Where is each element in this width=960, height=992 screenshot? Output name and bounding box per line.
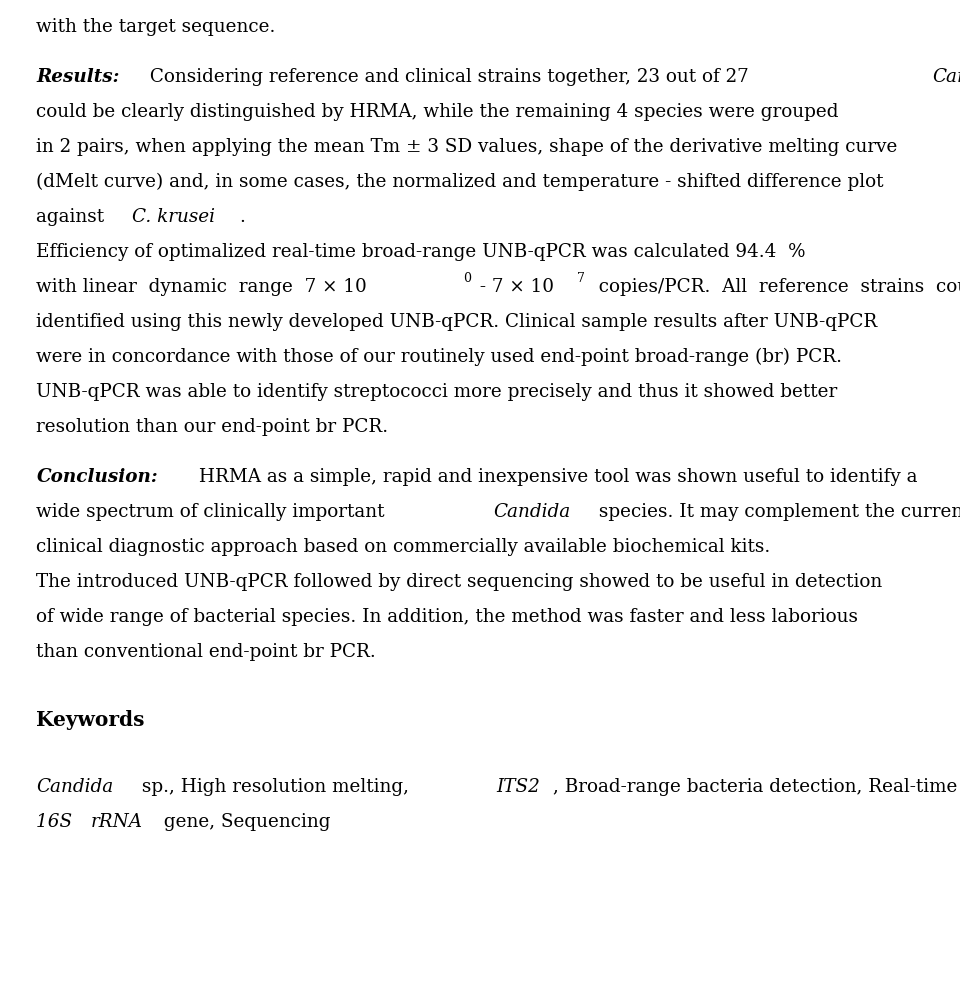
Text: Candida: Candida: [493, 503, 571, 521]
Text: Keywords: Keywords: [36, 710, 145, 730]
Text: UNB-qPCR was able to identify streptococci more precisely and thus it showed bet: UNB-qPCR was able to identify streptococ…: [36, 383, 838, 401]
Text: Candida: Candida: [36, 778, 113, 796]
Text: sp., High resolution melting,: sp., High resolution melting,: [136, 778, 415, 796]
Text: Conclusion:: Conclusion:: [36, 468, 158, 486]
Text: of wide range of bacterial species. In addition, the method was faster and less : of wide range of bacterial species. In a…: [36, 608, 858, 626]
Text: against: against: [36, 208, 110, 226]
Text: clinical diagnostic approach based on commercially available biochemical kits.: clinical diagnostic approach based on co…: [36, 538, 771, 556]
Text: Considering reference and clinical strains together, 23 out of 27: Considering reference and clinical strai…: [144, 68, 755, 86]
Text: species. It may complement the current: species. It may complement the current: [593, 503, 960, 521]
Text: - 7 × 10: - 7 × 10: [473, 278, 554, 296]
Text: HRMA as a simple, rapid and inexpensive tool was shown useful to identify a: HRMA as a simple, rapid and inexpensive …: [193, 468, 918, 486]
Text: 16S: 16S: [36, 813, 79, 831]
Text: C. krusei: C. krusei: [132, 208, 215, 226]
Text: resolution than our end-point br PCR.: resolution than our end-point br PCR.: [36, 418, 389, 436]
Text: Candida: Candida: [932, 68, 960, 86]
Text: , Broad-range bacteria detection, Real-time PCR,: , Broad-range bacteria detection, Real-t…: [553, 778, 960, 796]
Text: could be clearly distinguished by HRMA, while the remaining 4 species were group: could be clearly distinguished by HRMA, …: [36, 103, 839, 121]
Text: identified using this newly developed UNB-qPCR. Clinical sample results after UN: identified using this newly developed UN…: [36, 313, 877, 331]
Text: ITS2: ITS2: [496, 778, 540, 796]
Text: 7: 7: [577, 272, 585, 285]
Text: Results:: Results:: [36, 68, 120, 86]
Text: were in concordance with those of our routinely used end-point broad-range (br) : were in concordance with those of our ro…: [36, 348, 843, 366]
Text: copies/PCR.  All  reference  strains  could  be: copies/PCR. All reference strains could …: [587, 278, 960, 296]
Text: than conventional end-point br PCR.: than conventional end-point br PCR.: [36, 643, 376, 661]
Text: .: .: [239, 208, 245, 226]
Text: in 2 pairs, when applying the mean Tm ± 3 SD values, shape of the derivative mel: in 2 pairs, when applying the mean Tm ± …: [36, 138, 898, 156]
Text: (dMelt curve) and, in some cases, the normalized and temperature - shifted diffe: (dMelt curve) and, in some cases, the no…: [36, 173, 884, 191]
Text: rRNA: rRNA: [90, 813, 143, 831]
Text: with the target sequence.: with the target sequence.: [36, 18, 276, 36]
Text: 0: 0: [464, 272, 471, 285]
Text: Efficiency of optimalized real-time broad-range UNB-qPCR was calculated 94.4  %: Efficiency of optimalized real-time broa…: [36, 243, 806, 261]
Text: wide spectrum of clinically important: wide spectrum of clinically important: [36, 503, 391, 521]
Text: with linear  dynamic  range  7 × 10: with linear dynamic range 7 × 10: [36, 278, 368, 296]
Text: gene, Sequencing: gene, Sequencing: [157, 813, 330, 831]
Text: The introduced UNB-qPCR followed by direct sequencing showed to be useful in det: The introduced UNB-qPCR followed by dire…: [36, 573, 883, 591]
